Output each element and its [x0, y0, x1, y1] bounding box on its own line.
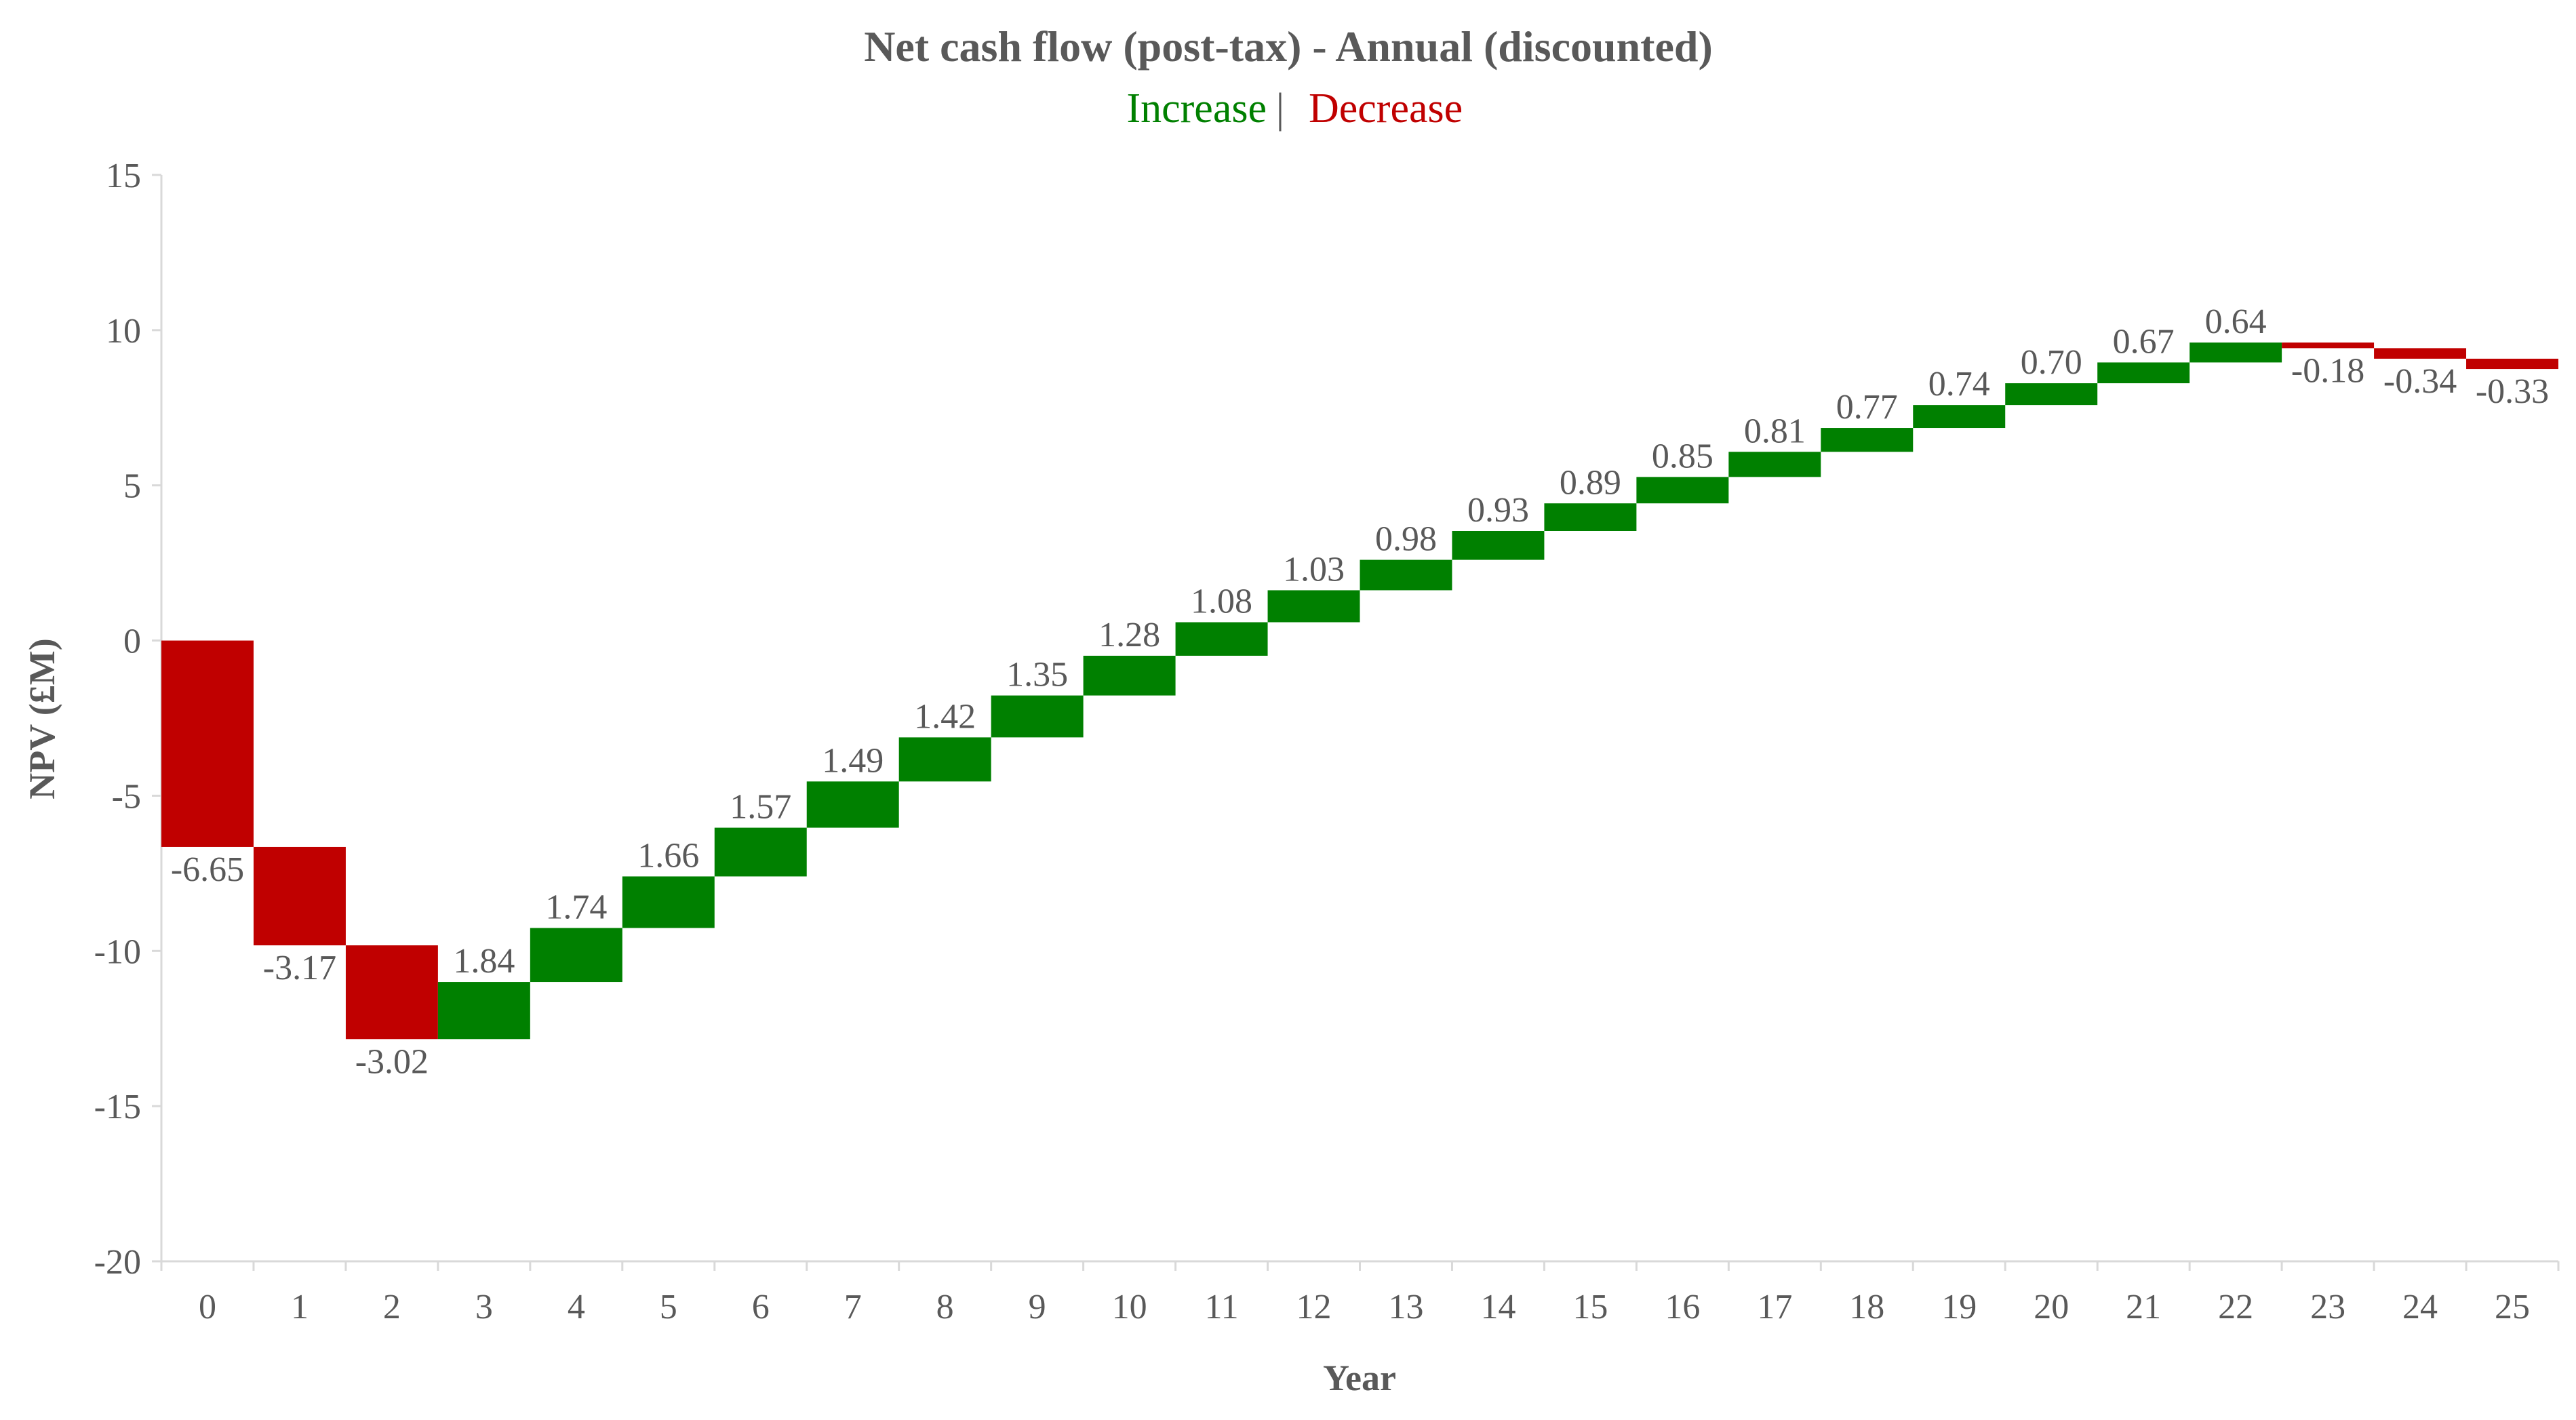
- y-axis-title: NPV (£M): [22, 638, 62, 799]
- x-tick-label: 11: [1205, 1288, 1239, 1326]
- bar-decrease: [253, 846, 346, 946]
- bar-increase: [1636, 477, 1729, 504]
- bar-increase: [806, 781, 899, 828]
- y-tick-label: -15: [94, 1088, 141, 1126]
- y-tick-label: 10: [106, 312, 141, 351]
- x-tick-label: 13: [1388, 1288, 1423, 1326]
- bar-increase: [2189, 342, 2282, 363]
- x-tick-label: 5: [660, 1288, 677, 1326]
- bar-data-label: -3.02: [355, 1042, 429, 1081]
- bar-data-label: 1.57: [730, 788, 791, 827]
- bar-data-label: 0.85: [1652, 437, 1713, 475]
- bar-increase: [2005, 383, 2098, 406]
- x-tick-label: 17: [1757, 1288, 1792, 1326]
- bar-data-label: 0.70: [2021, 343, 2082, 382]
- bar-data-label: -0.18: [2291, 351, 2364, 390]
- bar-data-label: -0.34: [2383, 362, 2457, 401]
- bar-data-label: 1.74: [545, 888, 607, 926]
- x-tick-label: 10: [1112, 1288, 1147, 1326]
- x-tick-label: 14: [1480, 1288, 1515, 1326]
- bar-decrease: [161, 640, 254, 847]
- x-tick-label: 24: [2402, 1288, 2438, 1326]
- y-tick-label: -10: [94, 932, 141, 971]
- bar-data-label: 1.49: [822, 741, 884, 780]
- x-tick-label: 1: [291, 1288, 309, 1326]
- x-tick-label: 15: [1572, 1288, 1608, 1326]
- data-labels: -6.65 -3.17 -3.02 1.84 1.74 1.66 1.57 1.49 1.42 1…: [171, 302, 2549, 1081]
- bar-increase: [1083, 655, 1176, 696]
- x-tick-label: 16: [1665, 1288, 1700, 1326]
- bar-increase: [1360, 559, 1452, 591]
- y-tick-label: 15: [106, 157, 141, 195]
- bar-increase: [714, 827, 807, 877]
- x-tick-label: 12: [1296, 1288, 1332, 1326]
- bar-data-label: 0.89: [1560, 463, 1621, 502]
- bar-increase: [1175, 622, 1268, 656]
- x-tick-label: 21: [2126, 1288, 2161, 1326]
- bar-increase: [898, 737, 991, 782]
- x-axis: 0 1 2 3 4 5 6 7 8 9 10 11 12 13 14 15 16 17 18 19 20 21 22 23 24…: [160, 1260, 2560, 1326]
- bar-data-label: 1.84: [453, 942, 515, 981]
- y-tick-label: -5: [112, 777, 141, 816]
- bar-increase: [1821, 428, 1914, 452]
- bar-data-label: 1.66: [637, 836, 699, 875]
- bar-increase: [2097, 362, 2190, 384]
- bar-decrease: [2282, 342, 2375, 349]
- x-tick-label: 8: [936, 1288, 954, 1326]
- chart-legend: Increase | Decrease: [1127, 85, 1463, 132]
- x-tick-label: 25: [2495, 1288, 2530, 1326]
- bar-decrease: [345, 945, 438, 1040]
- x-tick-label: 18: [1849, 1288, 1884, 1326]
- bar-increase: [1267, 590, 1360, 623]
- y-axis: 15 10 5 0 -5 -10 -15 -20: [94, 157, 163, 1282]
- y-tick-label: -20: [94, 1243, 141, 1282]
- bar-data-label: 1.35: [1006, 656, 1068, 694]
- x-tick-label: 9: [1029, 1288, 1046, 1326]
- x-tick-label: 2: [383, 1288, 401, 1326]
- bar-increase: [991, 695, 1084, 738]
- bar-data-label: 1.08: [1191, 583, 1252, 621]
- y-tick-label: 0: [123, 623, 141, 661]
- bar-data-label: -0.33: [2476, 372, 2549, 411]
- bar-decrease: [2374, 348, 2467, 359]
- x-tick-label: 3: [475, 1288, 493, 1326]
- bar-data-label: 0.77: [1836, 388, 1898, 427]
- y-tick-label: 5: [123, 467, 141, 506]
- legend-separator: |: [1276, 85, 1284, 132]
- bar-data-label: -3.17: [263, 949, 336, 987]
- x-axis-title: Year: [1323, 1358, 1396, 1398]
- bar-data-label: 0.81: [1744, 412, 1806, 450]
- x-tick-label: 23: [2310, 1288, 2345, 1326]
- x-tick-label: 19: [1941, 1288, 1977, 1326]
- bar-data-label: 1.03: [1283, 550, 1345, 589]
- bar-increase: [1452, 530, 1545, 560]
- x-tick-label: 4: [568, 1288, 585, 1326]
- bar-increase: [1913, 405, 2006, 429]
- x-tick-label: 22: [2218, 1288, 2253, 1326]
- bars: [161, 342, 2558, 1040]
- chart-title: Net cash flow (post-tax) - Annual (disco…: [864, 22, 1713, 71]
- bar-data-label: 0.74: [1928, 365, 1990, 403]
- bar-increase: [1544, 503, 1637, 531]
- legend-increase-label: Increase: [1127, 85, 1267, 132]
- bar-increase: [530, 928, 622, 983]
- bar-data-label: 0.67: [2113, 322, 2175, 361]
- bar-data-label: -6.65: [171, 850, 244, 889]
- bar-increase: [622, 876, 715, 928]
- x-tick-label: 0: [199, 1288, 216, 1326]
- bar-data-label: 0.64: [2205, 302, 2267, 341]
- bar-data-label: 1.28: [1098, 616, 1160, 654]
- bar-increase: [1728, 452, 1821, 477]
- x-tick-label: 6: [752, 1288, 770, 1326]
- bar-increase: [437, 982, 530, 1040]
- bar-data-label: 1.42: [914, 697, 976, 736]
- bar-data-label: 0.98: [1375, 520, 1437, 559]
- bar-data-label: 0.93: [1467, 491, 1529, 530]
- x-tick-label: 7: [844, 1288, 862, 1326]
- legend-decrease-label: Decrease: [1309, 85, 1463, 132]
- bar-decrease: [2466, 358, 2558, 370]
- x-tick-label: 20: [2034, 1288, 2069, 1326]
